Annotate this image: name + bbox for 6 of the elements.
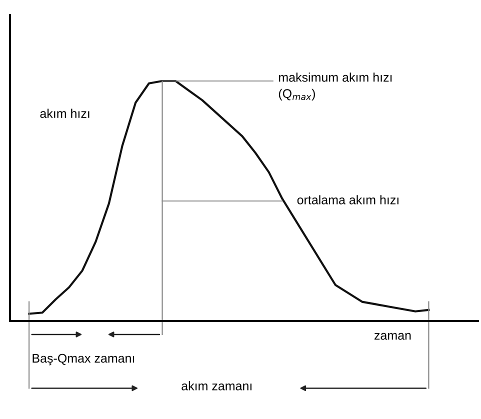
- y-axis-title: akım hızı: [40, 108, 90, 118]
- text: akım zamanı: [182, 381, 252, 390]
- ref-line-label: maksimum akım hızı (Q$_{max}$): [278, 72, 392, 100]
- ref-line-label: ortalama akım hızı: [297, 195, 398, 204]
- x-axis-title: zaman: [374, 332, 411, 340]
- text: Baş-Qmax zamanı: [32, 354, 134, 366]
